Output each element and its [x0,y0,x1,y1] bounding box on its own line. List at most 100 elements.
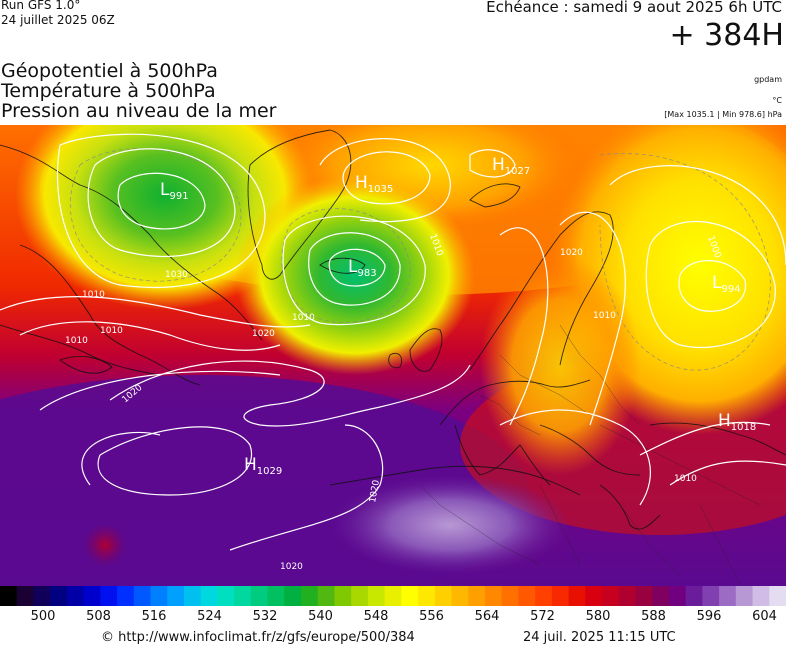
isobar-label: 1010 [100,326,123,336]
color-scale-tick: 572 [530,609,555,624]
center-l-canada: L991 [160,180,189,202]
color-swatch [618,586,636,606]
color-swatch [468,586,486,606]
center-h-greenland: H1035 [355,173,393,195]
color-scale-tick: 540 [308,609,333,624]
color-swatch [719,586,737,606]
color-swatch [668,586,687,606]
color-scale-tick: 580 [585,609,611,624]
color-scale-tick: 548 [363,609,389,624]
geopotential-contours [69,148,771,371]
color-swatch [384,586,402,606]
center-l-russia: L994 [712,273,741,295]
color-swatch [401,586,419,606]
coastlines [0,129,786,530]
isobars [0,133,786,551]
color-swatch [284,586,302,606]
color-swatch [117,586,135,606]
field-lilac-sahara [330,475,570,575]
color-scale-tick: 556 [419,609,444,624]
color-swatch [418,586,436,606]
generated-date: 24 juil. 2025 11:15 UTC [523,630,676,645]
color-swatch [50,586,68,606]
field-green-iceland [235,175,475,375]
color-swatch [83,586,101,606]
color-scale-tick: 596 [696,609,722,624]
isobar-label: 1030 [165,270,188,280]
color-swatch [33,586,51,606]
color-swatch [501,586,519,606]
color-scale-bar [0,586,786,606]
unit-celsius: °C [772,96,782,105]
field-darkred-atlantic [83,523,127,567]
color-swatch [183,586,202,606]
color-swatch [334,586,352,606]
isobar-label: 1020 [252,329,275,339]
color-scale-tick: 588 [641,609,666,624]
color-swatch [652,586,670,606]
color-swatch [351,586,369,606]
isobar-label: 1010 [593,311,616,321]
color-swatch [301,586,319,606]
color-scale-tick: 500 [30,609,56,624]
color-swatch [518,586,536,606]
color-swatch [150,586,168,606]
color-swatch [133,586,152,606]
color-scale-tick: 524 [197,609,222,624]
credit-link[interactable]: © http://www.infoclimat.fr/z/gfs/europe/… [101,630,415,645]
color-swatch [685,586,703,606]
color-swatch [100,586,118,606]
color-swatch [167,586,185,606]
color-swatch [535,586,553,606]
isobar-label: 1010 [82,290,105,300]
isobar-label: 1020 [280,562,303,572]
isobar-label: 1020 [368,479,382,504]
run-label: Run GFS 1.0° [1,0,81,12]
pressure-range: [Max 1035.1 | Min 978.6] hPa [664,110,782,119]
color-swatch [367,586,386,606]
color-swatch [434,586,453,606]
lead-time: + 384H [669,18,785,53]
color-swatch [702,586,720,606]
pressure-centers: L991 H1035 L983 H1027 L994 H1029 H1018 [160,155,756,477]
color-swatch [735,586,754,606]
color-swatch [16,586,34,606]
color-swatch [585,586,603,606]
run-date: 24 juillet 2025 06Z [1,13,115,27]
color-swatch [769,586,786,606]
isobar-label: 1010 [292,313,315,323]
weather-map: L991 H1035 L983 H1027 L994 H1029 H1018 1… [0,125,786,587]
color-swatch [602,586,620,606]
isobar-label: 1020 [560,248,583,258]
center-h-turkey: H1018 [718,411,756,433]
color-swatch [66,586,85,606]
color-scale-tick: 532 [252,609,278,624]
isobar-label: 1010 [674,474,697,484]
color-swatch [635,586,653,606]
color-swatch [451,586,469,606]
center-h-azores: H1029 [244,455,282,477]
color-scale-ticks: 500 508 516 524 532 540 548 556 564 572 580 588 596 6… [0,609,786,625]
color-swatch [250,586,269,606]
color-swatch [217,586,235,606]
color-swatch [568,586,586,606]
color-scale-tick: 604 [752,609,777,624]
color-swatch [551,586,570,606]
color-swatch [317,586,335,606]
layer-geopotential: Géopotentiel à 500hPa [1,60,218,82]
color-swatch [484,586,503,606]
isobar-label: 1010 [65,336,88,346]
unit-gpdam: gpdam [754,75,782,84]
color-scale-tick: 516 [141,609,167,624]
layer-pressure: Pression au niveau de la mer [1,100,277,122]
valid-time: Echéance : samedi 9 aout 2025 6h UTC [486,0,782,16]
color-swatch [267,586,285,606]
center-l-iceland: L983 [348,257,377,279]
color-swatch [0,586,18,606]
center-h-arctic: H1027 [492,155,530,177]
layer-temperature: Température à 500hPa [1,80,216,102]
color-scale-tick: 508 [86,609,111,624]
color-swatch [200,586,218,606]
color-scale-tick: 564 [474,609,500,624]
color-swatch [234,586,252,606]
